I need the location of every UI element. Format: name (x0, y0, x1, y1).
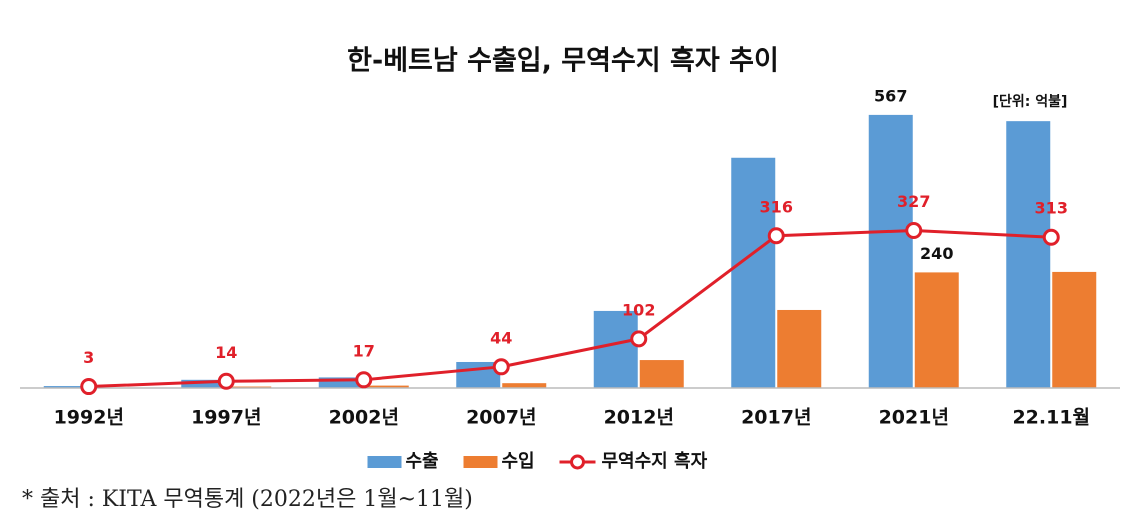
bar (318, 377, 363, 388)
line-marker (767, 227, 785, 245)
data-label: 567 (874, 86, 907, 105)
x-tick-label: 2012년 (604, 407, 674, 429)
legend-label: 수출 (406, 451, 439, 472)
bar (502, 383, 547, 388)
line-marker (355, 371, 373, 389)
data-label: 3 (83, 348, 94, 367)
legend-label: 수입 (502, 450, 535, 472)
line-marker (492, 358, 510, 376)
bar (1006, 121, 1051, 388)
bar (868, 114, 913, 389)
x-tick-label: 1997년 (191, 407, 261, 429)
line-marker (80, 378, 98, 396)
x-tick-label: 1992년 (54, 407, 124, 429)
data-label: 240 (920, 244, 953, 263)
legend-marker (570, 454, 585, 470)
line-marker (630, 330, 648, 348)
chart-title: 한-베트남 수출입, 무역수지 흑자 추이 (347, 46, 779, 77)
data-label: 17 (353, 341, 375, 360)
x-tick-label: 2007년 (466, 407, 536, 429)
line-marker (1042, 228, 1060, 246)
data-label: 313 (1035, 199, 1068, 218)
legend-swatch (463, 456, 498, 468)
legend-label: 무역수지 흑자 (602, 450, 708, 472)
line-marker (217, 372, 235, 390)
bar (731, 157, 776, 388)
data-label: 44 (490, 328, 512, 347)
bar (1052, 271, 1097, 388)
x-tick-label: 2017년 (741, 407, 811, 429)
bar (777, 309, 822, 388)
line (88, 228, 1052, 389)
bar (639, 360, 684, 388)
data-label: 327 (897, 192, 930, 211)
source-note: * 출처 : KITA 무역통계 (2022년은 1월~11월) (22, 487, 473, 512)
unit-note: [단위: 억불] (993, 93, 1068, 110)
bar (593, 310, 638, 388)
bar (364, 385, 409, 388)
data-label: 14 (215, 343, 237, 362)
x-tick-label: 2002년 (329, 407, 399, 429)
line-marker (905, 221, 923, 239)
legend-swatch (367, 456, 402, 468)
bar (181, 379, 226, 388)
x-tick-label: 2021년 (879, 407, 949, 429)
data-label: 316 (760, 197, 793, 216)
bar (914, 272, 959, 388)
x-tick-label: 22.11월 (1012, 407, 1090, 429)
data-label: 102 (622, 300, 655, 319)
bar (43, 386, 88, 388)
